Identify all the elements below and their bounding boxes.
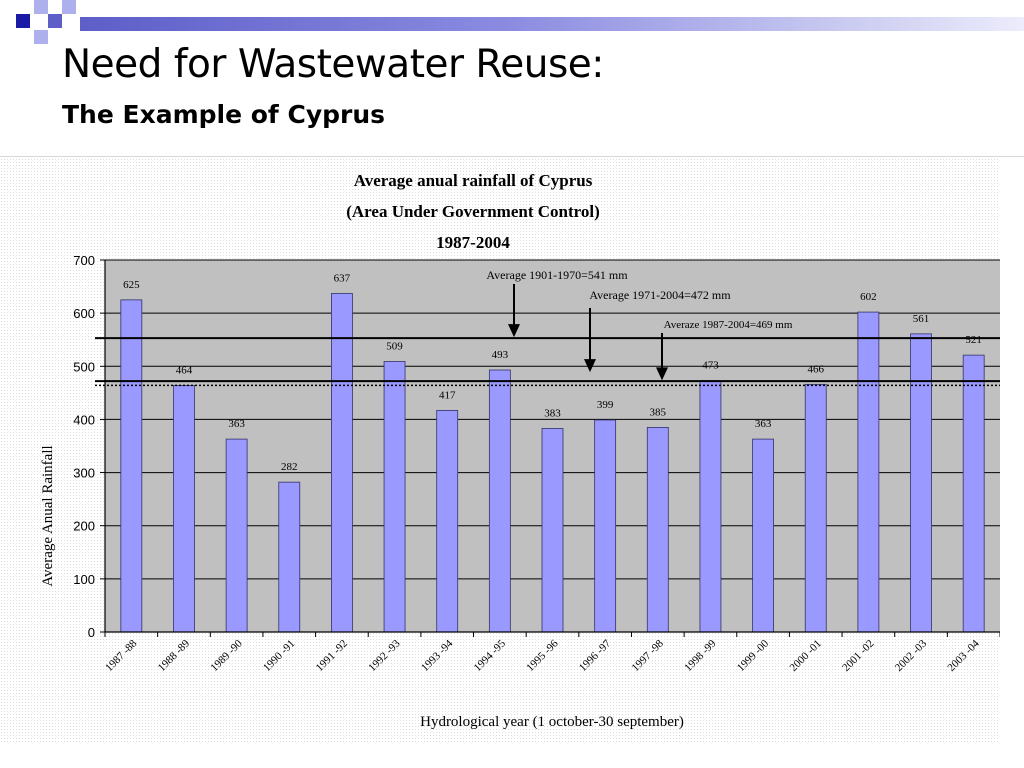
bar xyxy=(541,428,564,633)
y-tick-label: 100 xyxy=(73,572,95,587)
chart-title-line-3: 1987-2004 xyxy=(436,233,510,252)
x-tick-label: 1991 -92 xyxy=(314,638,350,674)
bar-data-label: 385 xyxy=(650,406,667,418)
slide-subtitle: The Example of Cyprus xyxy=(62,100,386,129)
corner-square-3 xyxy=(48,14,62,28)
annotation-arrow-head xyxy=(656,367,668,381)
bars xyxy=(120,293,985,633)
bar xyxy=(120,299,143,633)
bar-data-label: 473 xyxy=(702,360,719,372)
bar-data-label: 399 xyxy=(597,399,614,411)
bar-data-label: 509 xyxy=(386,341,403,353)
x-axis-ticks: 1987 -88 1988 -89 1989 -90 1990 -91 1991 -92… xyxy=(103,632,1000,674)
bar xyxy=(488,369,511,633)
reference-lines: Average 1901-1970=541 mm Average 1971-200… xyxy=(95,268,1000,387)
bar-data-label: 363 xyxy=(228,418,245,430)
y-axis-ticks: 0 100 200 300 400 500 600 700 xyxy=(73,253,105,640)
x-tick-label: 1992 -93 xyxy=(366,637,403,674)
bar xyxy=(331,293,353,633)
bar xyxy=(699,380,722,633)
rainfall-bar-chart: Average anual rainfall of Cyprus (Area U… xyxy=(40,171,1000,730)
bar xyxy=(857,311,880,633)
bar-data-labels: 625 464 363 282 637 509 417 493 383 399 385 473 363 4… xyxy=(123,272,982,473)
bar xyxy=(594,419,617,633)
axes xyxy=(104,260,1000,633)
annotation-arrow-head xyxy=(508,324,520,338)
chart-title-line-1: Average anual rainfall of Cyprus xyxy=(354,171,593,190)
x-tick-label: 1999 -00 xyxy=(735,637,772,674)
x-tick-label: 1990 -91 xyxy=(261,638,297,674)
chart-title-line-2: (Area Under Government Control) xyxy=(346,202,600,221)
reference-line-label: Average 1971-2004=472 mm xyxy=(589,288,731,302)
corner-square-2 xyxy=(34,0,48,14)
annotation-arrow-head xyxy=(584,359,596,373)
bar-data-label: 282 xyxy=(281,461,298,473)
slide-title: Need for Wastewater Reuse: xyxy=(62,42,604,87)
bar-data-label: 363 xyxy=(755,418,772,430)
gridlines xyxy=(105,259,1000,580)
bar-data-label: 493 xyxy=(492,349,509,361)
bar xyxy=(383,361,406,633)
bar-data-label: 417 xyxy=(439,389,456,401)
title-divider xyxy=(0,156,1024,157)
bar xyxy=(804,383,827,633)
x-tick-label: 1994 -95 xyxy=(472,637,509,674)
y-tick-label: 500 xyxy=(73,359,95,374)
y-axis-label: Average Anual Rainfall xyxy=(40,445,56,586)
y-tick-label: 200 xyxy=(73,519,95,534)
bar xyxy=(910,333,932,633)
bar-data-label: 602 xyxy=(860,291,877,303)
x-tick-label: 2000 -01 xyxy=(787,638,823,674)
reference-line-label: Averaze 1987-2004=469 mm xyxy=(664,319,793,331)
y-tick-label: 400 xyxy=(73,412,95,427)
bar-data-label: 625 xyxy=(123,279,140,291)
bar xyxy=(646,426,669,633)
y-tick-label: 600 xyxy=(73,306,95,321)
bar-data-label: 561 xyxy=(913,313,930,325)
x-axis-label: Hydrological year (1 october-30 septembe… xyxy=(420,714,684,730)
bar-data-label: 521 xyxy=(965,334,982,346)
bar xyxy=(173,385,195,633)
y-tick-label: 0 xyxy=(88,625,95,640)
x-tick-label: 2001 -02 xyxy=(840,638,876,674)
bar xyxy=(278,481,301,633)
bar-data-label: 383 xyxy=(544,407,561,419)
bar-data-label: 466 xyxy=(807,363,824,375)
reference-line-label: Average 1901-1970=541 mm xyxy=(486,268,628,282)
x-tick-label: 1995 -96 xyxy=(524,637,561,674)
y-tick-label: 700 xyxy=(73,253,95,268)
bar xyxy=(962,354,985,633)
x-tick-label: 2003 -04 xyxy=(945,637,982,674)
x-tick-label: 2002 -03 xyxy=(893,637,930,674)
bar-data-label: 464 xyxy=(176,364,193,376)
corner-square-5 xyxy=(62,0,76,14)
y-tick-label: 300 xyxy=(73,466,95,481)
bar xyxy=(225,438,248,633)
x-tick-label: 1987 -88 xyxy=(103,637,140,674)
x-tick-label: 1998 -99 xyxy=(682,637,719,674)
x-tick-label: 1996 -97 xyxy=(577,637,614,674)
corner-square-1 xyxy=(16,14,30,28)
x-tick-label: 1997 -98 xyxy=(630,637,667,674)
chart-title: Average anual rainfall of Cyprus (Area U… xyxy=(346,171,600,252)
bar-data-label: 637 xyxy=(334,272,351,284)
corner-square-4 xyxy=(34,30,48,44)
header-accent-bar xyxy=(80,17,1024,31)
x-tick-label: 1988 -89 xyxy=(156,637,193,674)
bar xyxy=(436,409,459,633)
x-tick-label: 1989 -90 xyxy=(208,637,245,674)
bar xyxy=(752,438,774,633)
x-tick-label: 1993 -94 xyxy=(419,637,456,674)
